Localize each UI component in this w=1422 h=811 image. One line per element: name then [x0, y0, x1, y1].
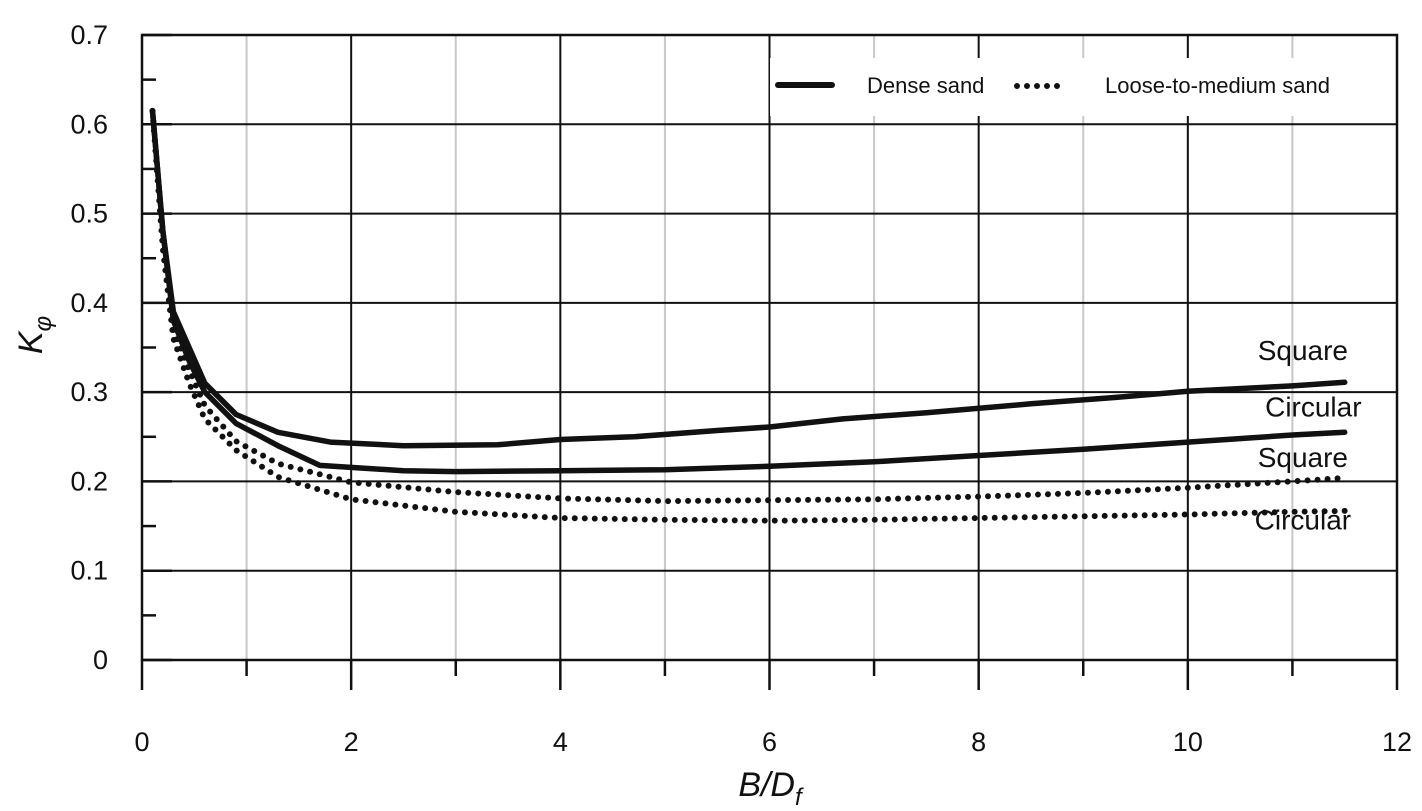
axis-ticks	[140, 33, 1399, 690]
y-axis-title: Kφ	[12, 316, 57, 354]
x-axis-title-subscript: f	[795, 784, 804, 811]
legend-box	[770, 58, 1382, 116]
y-tick-label: 0.4	[70, 288, 108, 318]
x-axis-tick-labels: 0 2 4 6 8 10 12	[134, 727, 1412, 757]
minor-gridlines	[245, 35, 1294, 660]
curve-label: Circular	[1255, 505, 1351, 536]
y-axis-title-subscript: φ	[30, 316, 57, 332]
y-tick-label: 0	[93, 645, 108, 675]
legend: Dense sand Loose-to-medium sand	[770, 58, 1382, 116]
x-tick-label: 0	[134, 727, 149, 757]
legend-label-loose-to-medium-sand: Loose-to-medium sand	[1105, 73, 1330, 98]
curve-label: Circular	[1265, 391, 1361, 422]
series-layer	[149, 107, 1348, 524]
curve-label: Square	[1258, 335, 1348, 366]
y-tick-label: 0.6	[70, 109, 108, 139]
curve-label: Square	[1258, 442, 1348, 473]
y-axis-tick-labels: 0 0.1 0.2 0.3 0.4 0.5 0.6 0.7	[70, 20, 108, 675]
x-tick-label: 12	[1382, 727, 1412, 757]
y-tick-label: 0.7	[70, 20, 108, 50]
y-tick-label: 0.5	[70, 199, 108, 229]
series-line-loose-to-medium-sand-circular	[149, 107, 1348, 524]
y-tick-label: 0.1	[70, 556, 108, 586]
curve-annotations: Square Circular Square Circular	[1255, 335, 1362, 536]
major-gridlines	[142, 35, 1397, 660]
series-line-loose-to-medium-sand-square	[149, 107, 1348, 505]
legend-label-dense-sand: Dense sand	[867, 73, 984, 98]
series-line-dense-sand-circular	[149, 108, 1348, 475]
x-tick-label: 10	[1173, 727, 1203, 757]
y-tick-label: 0.2	[70, 466, 108, 496]
x-tick-label: 2	[344, 727, 359, 757]
x-tick-label: 4	[553, 727, 568, 757]
y-axis-title-main: K	[12, 330, 50, 354]
x-tick-label: 6	[762, 727, 777, 757]
y-tick-label: 0.3	[70, 377, 108, 407]
x-axis-title-main: B/D	[738, 766, 795, 804]
x-axis-title: B/Df	[738, 766, 804, 811]
series-line-dense-sand-square	[149, 108, 1348, 449]
x-tick-label: 8	[971, 727, 986, 757]
